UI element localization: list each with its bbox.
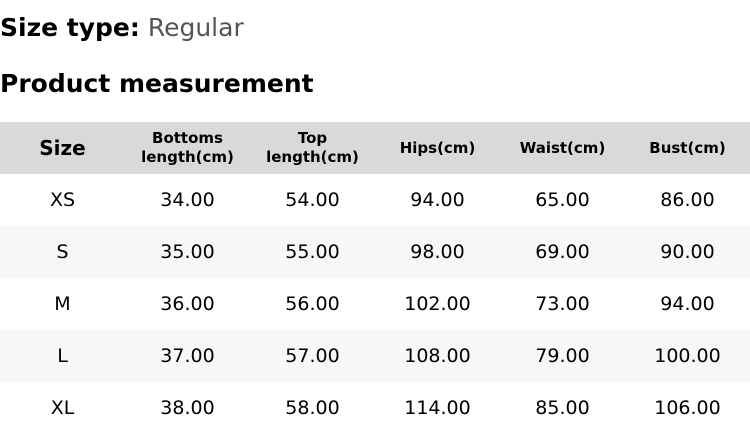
table-cell: L: [57, 345, 68, 367]
table-cell: 36.00: [160, 293, 215, 315]
table-cell: 108.00: [404, 345, 471, 367]
table-cell: XL: [50, 397, 75, 419]
table-cell: M: [54, 293, 71, 315]
table-cell: 85.00: [535, 397, 590, 419]
section-title: Product measurement: [0, 69, 314, 98]
table-cell: 57.00: [285, 345, 340, 367]
table-cell: 106.00: [654, 397, 721, 419]
table-cell: 37.00: [160, 345, 215, 367]
table-row: XS 34.00 54.00 94.00 65.00 86.00: [0, 174, 750, 226]
column-header: Size: [39, 135, 86, 160]
table-cell: 90.00: [660, 241, 715, 263]
table-cell: 114.00: [404, 397, 471, 419]
table-row: XL 38.00 58.00 114.00 85.00 106.00: [0, 382, 750, 434]
measurement-table: Size Bottoms length(cm) Top length(cm) Hips…: [0, 122, 750, 434]
size-type: Size type: Regular: [0, 12, 244, 44]
table-cell: 100.00: [654, 345, 721, 367]
table-cell: XS: [49, 189, 76, 211]
table-cell: 94.00: [660, 293, 715, 315]
table-cell: 98.00: [410, 241, 465, 263]
table-cell: 55.00: [285, 241, 340, 263]
table-cell: 34.00: [160, 189, 215, 211]
table-header-row: Size Bottoms length(cm) Top length(cm) Hips…: [0, 122, 750, 174]
table-cell: 54.00: [285, 189, 340, 211]
column-header: Bottoms length(cm): [141, 129, 234, 166]
column-header: Hips(cm): [399, 138, 476, 157]
table-cell: 73.00: [535, 293, 590, 315]
column-header: Top length(cm): [266, 129, 359, 166]
table-cell: 56.00: [285, 293, 340, 315]
column-header: Waist(cm): [519, 138, 606, 157]
table-cell: 102.00: [404, 293, 471, 315]
table-cell: 38.00: [160, 397, 215, 419]
column-header: Bust(cm): [649, 138, 726, 157]
table-cell: 94.00: [410, 189, 465, 211]
size-type-label: Size type:: [0, 13, 140, 42]
table-row: M 36.00 56.00 102.00 73.00 94.00: [0, 278, 750, 330]
table-cell: 79.00: [535, 345, 590, 367]
size-type-value: Regular: [147, 13, 244, 42]
table-cell: 35.00: [160, 241, 215, 263]
table-row: L 37.00 57.00 108.00 79.00 100.00: [0, 330, 750, 382]
table-cell: 86.00: [660, 189, 715, 211]
table-cell: 58.00: [285, 397, 340, 419]
table-cell: S: [56, 241, 69, 263]
table-row: S 35.00 55.00 98.00 69.00 90.00: [0, 226, 750, 278]
table-cell: 65.00: [535, 189, 590, 211]
table-cell: 69.00: [535, 241, 590, 263]
